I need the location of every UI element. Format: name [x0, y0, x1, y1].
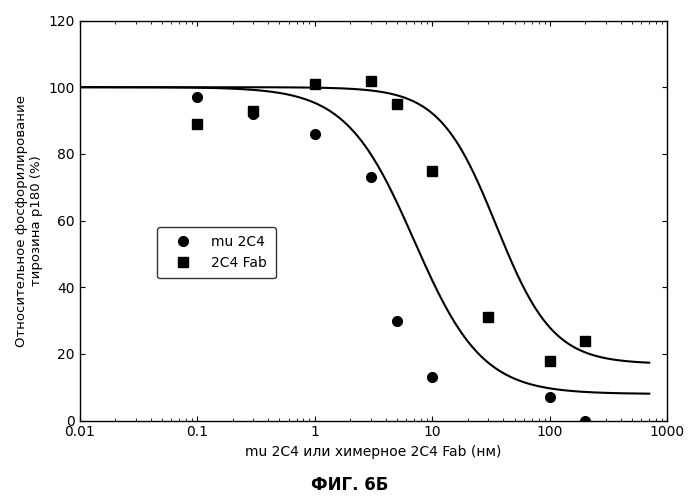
mu 2C4: [546, 394, 554, 400]
mu 2C4: [249, 111, 258, 117]
2C4 Fab: [193, 121, 202, 127]
2C4 Fab: [581, 338, 589, 344]
Y-axis label: Относительное фосфорилирование
тирозина р180 (%): Относительное фосфорилирование тирозина …: [15, 95, 43, 347]
mu 2C4: [428, 374, 437, 380]
Line: mu 2C4: mu 2C4: [193, 92, 590, 426]
2C4 Fab: [367, 77, 375, 83]
mu 2C4: [393, 317, 401, 323]
2C4 Fab: [484, 314, 493, 320]
2C4 Fab: [428, 168, 437, 174]
mu 2C4: [581, 418, 589, 424]
Text: ФИГ. 6Б: ФИГ. 6Б: [312, 476, 388, 494]
2C4 Fab: [311, 81, 319, 87]
X-axis label: mu 2C4 или химерное 2C4 Fab (нм): mu 2C4 или химерное 2C4 Fab (нм): [246, 445, 502, 459]
2C4 Fab: [393, 101, 401, 107]
mu 2C4: [311, 131, 319, 137]
mu 2C4: [367, 174, 375, 180]
Legend: mu 2C4, 2C4 Fab: mu 2C4, 2C4 Fab: [158, 227, 276, 278]
mu 2C4: [193, 94, 202, 100]
2C4 Fab: [546, 358, 554, 364]
2C4 Fab: [249, 108, 258, 114]
Line: 2C4 Fab: 2C4 Fab: [193, 76, 590, 365]
